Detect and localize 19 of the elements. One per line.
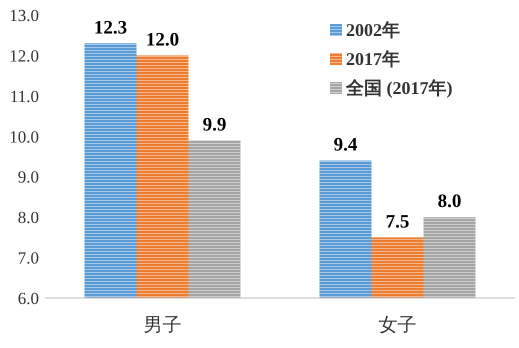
data-label: 9.9 — [202, 114, 226, 136]
x-tick-label: 男子 — [144, 314, 182, 336]
data-label: 9.4 — [334, 134, 358, 156]
data-label: 8.0 — [438, 191, 462, 212]
y-tick-label: 10.0 — [9, 127, 39, 146]
y-tick-label: 6.0 — [18, 289, 39, 308]
legend-label: 全国 (2017年) — [345, 78, 452, 98]
y-tick-label: 12.0 — [9, 46, 39, 66]
y-tick-label: 7.0 — [18, 248, 39, 268]
data-label: 12.0 — [146, 29, 180, 50]
y-tick-label: 8.0 — [18, 208, 39, 228]
x-tick-label: 女子 — [378, 314, 416, 336]
y-tick-label: 13.0 — [9, 6, 39, 25]
y-tick-label: 9.0 — [18, 168, 39, 187]
legend-label: 2002年 — [346, 20, 400, 40]
data-label: 7.5 — [386, 211, 410, 232]
y-tick-label: 11.0 — [10, 86, 39, 106]
legend-label: 2017年 — [346, 49, 400, 69]
data-label: 12.3 — [94, 17, 128, 38]
